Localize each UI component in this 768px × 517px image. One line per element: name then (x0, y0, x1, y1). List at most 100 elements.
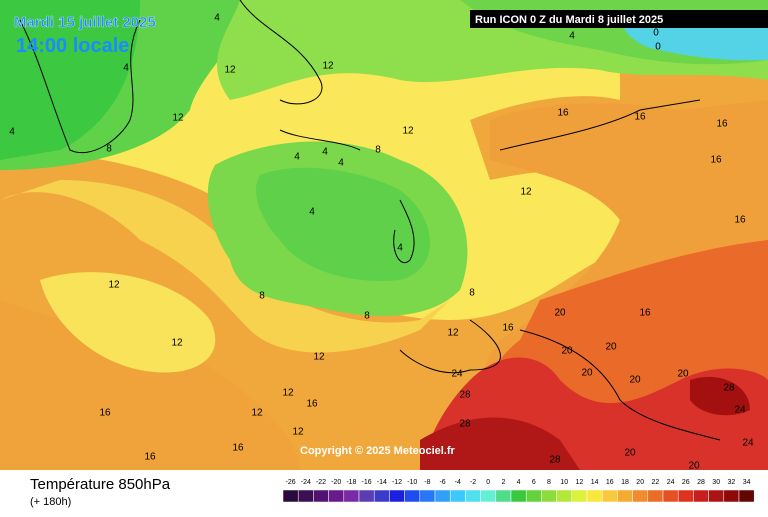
scale-label: 26 (682, 479, 690, 486)
contour-label: 4 (123, 63, 129, 74)
scale-label: 30 (712, 479, 720, 486)
footer-title: Température 850hPa (30, 476, 171, 493)
scale-label: 24 (667, 479, 675, 486)
contour-label: 12 (251, 408, 263, 419)
scale-label: -8 (424, 479, 430, 486)
contour-label: 8 (375, 145, 381, 156)
contour-label: 20 (581, 368, 593, 379)
scale-swatch (449, 489, 466, 503)
scale-swatch (313, 489, 329, 503)
scale-label: 8 (547, 479, 551, 486)
scale-swatch (586, 489, 603, 503)
scale-label: -16 (362, 479, 372, 486)
contour-label: 16 (306, 399, 318, 410)
scale-label: 12 (576, 479, 584, 486)
scale-swatch (510, 489, 527, 503)
scale-swatch (647, 489, 664, 503)
scale-label: 22 (652, 479, 660, 486)
scale-swatch (328, 489, 345, 503)
contour-label: 0 (655, 42, 661, 53)
contour-label: 20 (629, 375, 641, 386)
scale-label: -12 (392, 479, 402, 486)
scale-label: -14 (377, 479, 387, 486)
scale-swatch (282, 489, 299, 503)
scale-swatch (723, 489, 740, 503)
run-box (470, 10, 768, 28)
contour-label: 16 (557, 108, 569, 119)
contour-label: 16 (734, 215, 746, 226)
contour-label: 4 (397, 243, 403, 254)
contour-label: 12 (447, 328, 459, 339)
scale-label: -6 (439, 479, 445, 486)
scale-swatch (541, 489, 557, 503)
scale-label: -22 (316, 479, 326, 486)
scale-swatch (389, 489, 405, 503)
contour-label: 4 (214, 13, 220, 24)
color-scale: -26 -24 -22 -20 -18 -16 -14 -12 -10 -8 -6 -4 -2 0 2 4 6 8… (282, 479, 755, 503)
contour-label: 8 (364, 311, 370, 322)
contour-label: 20 (624, 448, 636, 459)
contour-label: 20 (561, 346, 573, 357)
contour-label: 16 (144, 452, 156, 463)
scale-swatch (677, 489, 694, 503)
contour-label: 12 (313, 352, 325, 363)
contour-label: 12 (402, 126, 414, 137)
contour-label: 4 (294, 152, 300, 163)
scale-label: 4 (517, 479, 521, 486)
map-field (0, 0, 768, 470)
contour-label: 12 (282, 388, 294, 399)
forecast-date: Mardi 15 juillet 2025 (14, 14, 156, 31)
contour-label: 20 (688, 461, 700, 472)
scale-swatch (480, 489, 497, 503)
contour-label: 16 (634, 112, 646, 123)
contour-label: 4 (322, 147, 328, 158)
contour-label: 16 (232, 443, 244, 454)
scale-swatch (297, 489, 314, 503)
contour-label: 28 (549, 455, 561, 466)
scale-swatch (434, 489, 451, 503)
scale-label: 14 (591, 479, 599, 486)
scale-swatch (693, 489, 709, 503)
scale-swatch (419, 489, 436, 503)
run-info: Run ICON 0 Z du Mardi 8 juillet 2025 (475, 14, 663, 26)
contour-label: 12 (292, 427, 304, 438)
scale-label: 16 (606, 479, 614, 486)
scale-swatch (738, 489, 755, 503)
contour-label: 0 (653, 28, 659, 39)
contour-label: 24 (451, 369, 463, 380)
scale-label: 10 (560, 479, 568, 486)
coastlines (19, 0, 721, 441)
contour-label: 20 (605, 342, 617, 353)
contour-label: 8 (259, 291, 265, 302)
contour-label: 12 (322, 61, 334, 72)
scale-label: -24 (301, 479, 311, 486)
scale-swatch (617, 489, 633, 503)
contour-label: 28 (723, 383, 735, 394)
scale-label: -18 (346, 479, 356, 486)
contour-label: 28 (459, 419, 471, 430)
contour-label: 16 (716, 119, 728, 130)
scale-swatch (708, 489, 725, 503)
scale-swatch (495, 489, 512, 503)
contour-label: 16 (502, 323, 514, 334)
contour-label: 8 (106, 144, 112, 155)
contour-label: 4 (338, 158, 344, 169)
scale-swatch (662, 489, 679, 503)
copyright: Copyright © 2025 Meteociel.fr (300, 445, 456, 457)
scale-label: 6 (532, 479, 536, 486)
scale-swatch (358, 489, 375, 503)
scale-swatch (465, 489, 481, 503)
contour-label: 4 (309, 207, 315, 218)
contour-label: 4 (9, 127, 15, 138)
scale-label: 18 (621, 479, 629, 486)
scale-label: -26 (286, 479, 296, 486)
scale-label: 32 (728, 479, 736, 486)
scale-swatch (343, 489, 360, 503)
scale-label: -20 (331, 479, 341, 486)
contour-label: 16 (99, 408, 111, 419)
scale-swatch (404, 489, 421, 503)
contour-label: 28 (459, 390, 471, 401)
scale-swatch (525, 489, 542, 503)
forecast-time: 14:00 locale (16, 35, 129, 57)
